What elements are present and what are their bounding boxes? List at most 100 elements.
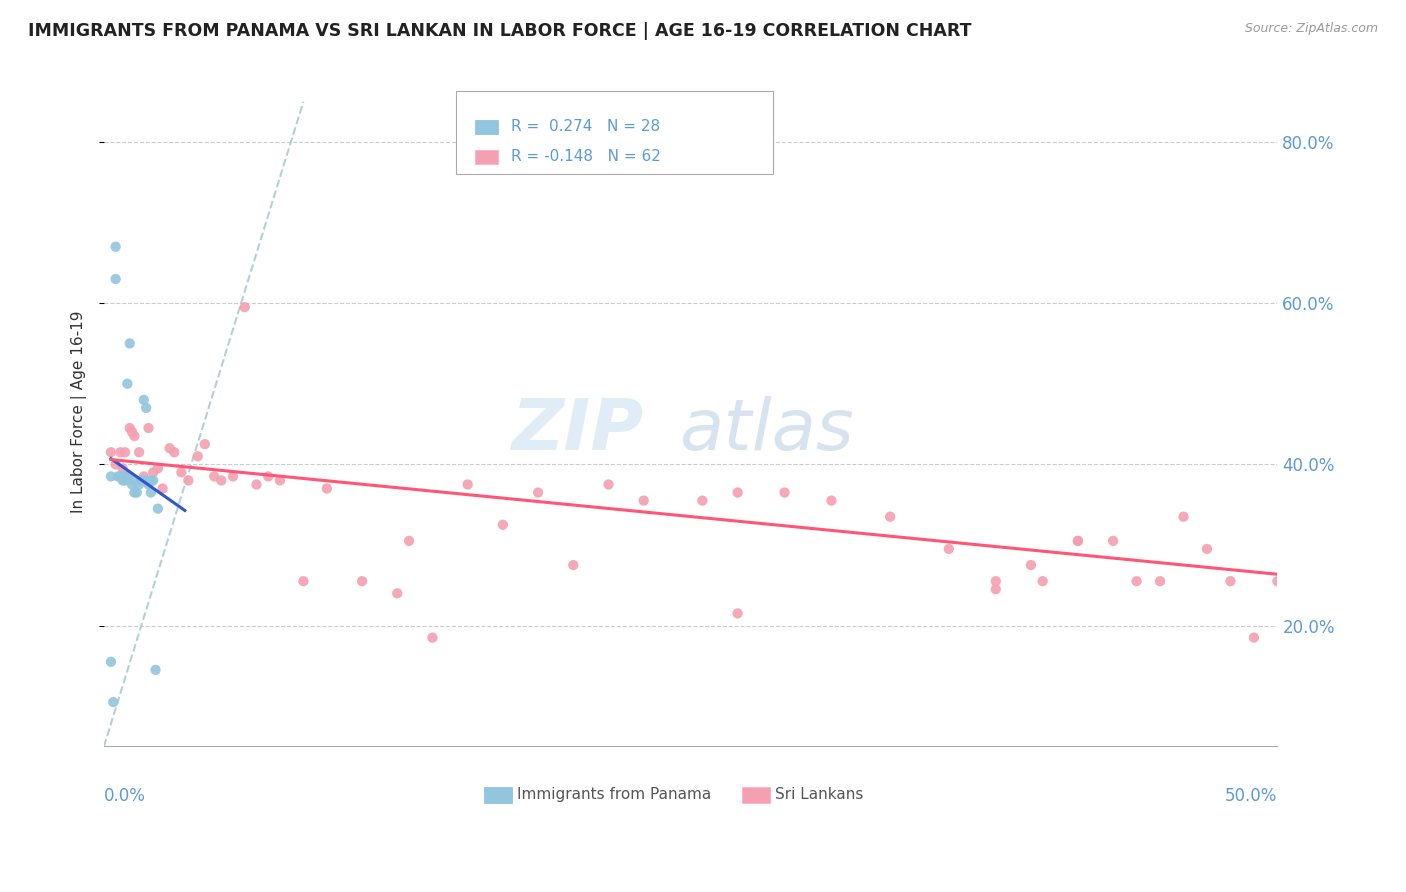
Point <box>152 482 174 496</box>
Text: R = -0.148   N = 62: R = -0.148 N = 62 <box>512 149 661 164</box>
Point <box>727 485 749 500</box>
Point <box>110 445 132 459</box>
Point <box>124 474 146 488</box>
Point <box>125 485 148 500</box>
Point <box>292 574 315 589</box>
Point <box>103 695 125 709</box>
Point <box>1243 631 1265 645</box>
Text: IMMIGRANTS FROM PANAMA VS SRI LANKAN IN LABOR FORCE | AGE 16-19 CORRELATION CHAR: IMMIGRANTS FROM PANAMA VS SRI LANKAN IN … <box>28 22 972 40</box>
Point <box>398 533 420 548</box>
Text: 50.0%: 50.0% <box>1225 787 1278 805</box>
Point <box>138 421 160 435</box>
Point <box>139 474 162 488</box>
Point <box>100 655 122 669</box>
Point <box>124 429 146 443</box>
Point <box>1019 558 1042 572</box>
Point <box>131 474 153 488</box>
Point <box>1195 541 1218 556</box>
FancyBboxPatch shape <box>456 91 773 175</box>
Text: Sri Lankans: Sri Lankans <box>775 787 863 802</box>
Point <box>121 477 143 491</box>
Point <box>938 541 960 556</box>
Text: Immigrants from Panama: Immigrants from Panama <box>517 787 711 802</box>
FancyBboxPatch shape <box>484 787 512 803</box>
Y-axis label: In Labor Force | Age 16-19: In Labor Force | Age 16-19 <box>72 310 87 513</box>
Point <box>1125 574 1147 589</box>
Point <box>146 501 169 516</box>
Point <box>315 482 337 496</box>
Point <box>820 493 842 508</box>
Point <box>1067 533 1090 548</box>
Point <box>100 445 122 459</box>
Point <box>422 631 444 645</box>
Point <box>135 401 157 415</box>
Point <box>727 607 749 621</box>
Point <box>159 441 181 455</box>
Text: Source: ZipAtlas.com: Source: ZipAtlas.com <box>1244 22 1378 36</box>
Text: R =  0.274   N = 28: R = 0.274 N = 28 <box>512 119 661 134</box>
Point <box>107 469 129 483</box>
Point <box>773 485 796 500</box>
Point <box>1173 509 1195 524</box>
Point <box>114 474 136 488</box>
Point <box>692 493 714 508</box>
Point <box>117 469 139 483</box>
Point <box>145 663 167 677</box>
Point <box>703 119 725 133</box>
Point <box>1219 574 1241 589</box>
Point <box>142 474 165 488</box>
Point <box>387 586 409 600</box>
Point <box>100 469 122 483</box>
Point <box>527 485 550 500</box>
Point <box>118 421 141 435</box>
Point <box>132 469 155 483</box>
Point <box>132 392 155 407</box>
Point <box>492 517 515 532</box>
Point <box>111 474 134 488</box>
FancyBboxPatch shape <box>742 787 770 803</box>
Point <box>117 469 139 483</box>
Point <box>1102 533 1125 548</box>
Point <box>117 376 139 391</box>
Point <box>111 469 134 483</box>
Point <box>104 240 127 254</box>
Point <box>170 466 193 480</box>
Point <box>118 336 141 351</box>
Point <box>104 458 127 472</box>
Point <box>139 485 162 500</box>
Point <box>138 477 160 491</box>
Point <box>457 477 479 491</box>
Text: 0.0%: 0.0% <box>104 787 146 805</box>
Point <box>269 474 291 488</box>
Text: atlas: atlas <box>679 396 853 465</box>
Point <box>146 461 169 475</box>
Point <box>245 477 267 491</box>
Point <box>1149 574 1171 589</box>
Point <box>194 437 217 451</box>
Point <box>984 582 1007 597</box>
Point <box>633 493 655 508</box>
Point <box>104 272 127 286</box>
FancyBboxPatch shape <box>475 120 498 134</box>
FancyBboxPatch shape <box>475 151 498 164</box>
Point <box>124 485 146 500</box>
Point <box>352 574 374 589</box>
Point <box>111 461 134 475</box>
Point <box>1267 574 1289 589</box>
Point <box>114 445 136 459</box>
Point <box>209 474 232 488</box>
Point <box>598 477 620 491</box>
Point <box>984 574 1007 589</box>
Point <box>233 300 256 314</box>
Point <box>1067 533 1090 548</box>
Point <box>135 474 157 488</box>
Point <box>128 477 150 491</box>
Point <box>562 558 585 572</box>
Point <box>187 450 209 464</box>
Point <box>177 474 200 488</box>
Point <box>142 466 165 480</box>
Point <box>879 509 901 524</box>
Point <box>257 469 280 483</box>
Point <box>1032 574 1054 589</box>
Point <box>202 469 225 483</box>
